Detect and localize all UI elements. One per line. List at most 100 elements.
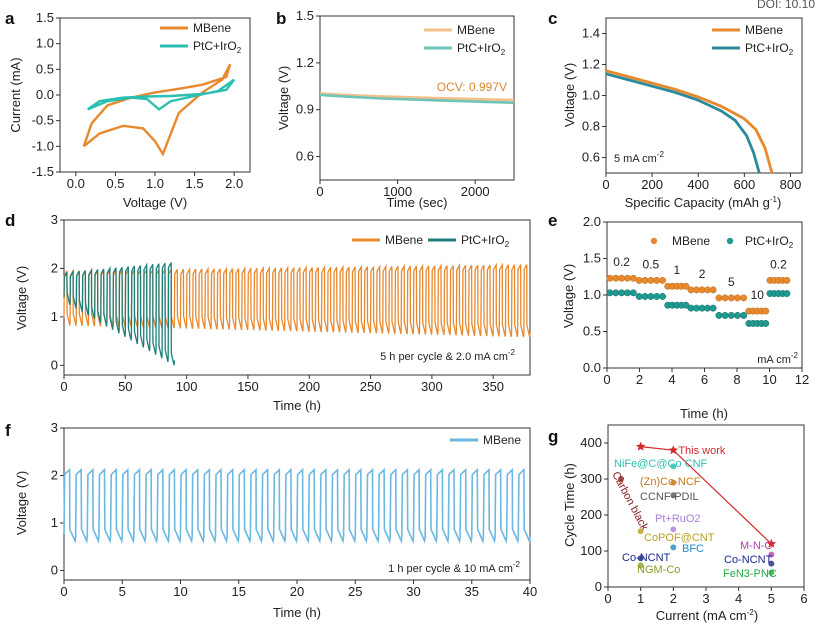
y-tick-label: 1.0 bbox=[36, 36, 54, 51]
y-tick-label: 3 bbox=[51, 420, 58, 435]
data-point-mbene bbox=[624, 274, 631, 282]
data-point-mbene bbox=[709, 286, 717, 294]
y-tick-label: 1.2 bbox=[582, 57, 600, 72]
literature-label: FeN3-PNC bbox=[723, 568, 777, 580]
x-axis-label: Voltage (V) bbox=[123, 195, 187, 210]
x-axis-label: Specific Capacity (mAh g-1) bbox=[625, 195, 782, 210]
y-tick-label: 3 bbox=[51, 212, 58, 227]
x-tick-label: 0.0 bbox=[67, 176, 85, 191]
literature-point bbox=[670, 526, 677, 533]
panel-letter: d bbox=[5, 211, 15, 230]
x-tick-label: 2000 bbox=[461, 184, 490, 199]
discharge-curve bbox=[605, 69, 774, 174]
panel-f: 0 5 10 15 20 25 30 35 40 0 1 2 3 MBene 1 h per cycle &… bbox=[14, 420, 537, 620]
x-tick-label: 35 bbox=[465, 584, 479, 599]
y-tick-label: 0.0 bbox=[583, 360, 601, 375]
literature-point bbox=[637, 562, 644, 569]
literature-label: (Zn)Co-NCF bbox=[640, 476, 701, 488]
legend-label: PtC+IrO2 bbox=[461, 233, 510, 249]
legend-label: PtC+IrO2 bbox=[457, 41, 506, 57]
x-tick-label: 30 bbox=[406, 584, 420, 599]
legend-label: MBene bbox=[457, 23, 495, 37]
rate-label: 0.2 bbox=[613, 255, 630, 269]
y-tick-label: 2 bbox=[51, 468, 58, 483]
data-point-mbene bbox=[606, 274, 614, 282]
x-tick-label: 50 bbox=[118, 379, 132, 394]
this-work-star bbox=[766, 538, 777, 548]
x-tick-label: 1.5 bbox=[186, 176, 204, 191]
literature-point bbox=[670, 463, 677, 470]
literature-point bbox=[670, 544, 677, 551]
x-tick-label: 10 bbox=[173, 584, 187, 599]
plot-frame bbox=[319, 15, 515, 181]
literature-point bbox=[768, 551, 775, 558]
legend-label: MBene bbox=[483, 433, 521, 447]
voltage-curve bbox=[319, 92, 515, 102]
x-tick-label: 6 bbox=[800, 591, 807, 606]
legend-label: MBene bbox=[193, 21, 231, 35]
rate-label: 1 bbox=[674, 263, 681, 277]
data-point-mbene bbox=[715, 294, 723, 302]
rate-label: 5 bbox=[728, 275, 735, 289]
y-tick-label: 1.5 bbox=[583, 251, 601, 266]
x-tick-label: 4 bbox=[735, 591, 742, 606]
panel-letter: b bbox=[276, 9, 286, 28]
data-point-ptc bbox=[629, 289, 637, 297]
x-tick-label: 2.0 bbox=[225, 176, 243, 191]
legend-label: MBene bbox=[745, 23, 783, 37]
y-tick-label: 1 bbox=[51, 515, 58, 530]
panel-letter: g bbox=[548, 427, 558, 446]
x-tick-label: 4 bbox=[668, 372, 675, 387]
rate-label: 10 bbox=[751, 288, 765, 302]
x-axis-label: Time (h) bbox=[680, 406, 728, 421]
literature-point bbox=[768, 569, 775, 576]
literature-point bbox=[618, 476, 625, 482]
panel-letter: c bbox=[548, 9, 557, 28]
rate-label: 0.5 bbox=[643, 257, 660, 271]
data-point-mbene bbox=[635, 276, 643, 284]
y-tick-label: 200 bbox=[580, 507, 602, 522]
legend-marker bbox=[650, 237, 658, 245]
subscript: 2 bbox=[237, 46, 242, 55]
data-point-mbene bbox=[740, 294, 748, 302]
legend-label: MBene bbox=[672, 234, 710, 248]
data-point-ptc bbox=[682, 301, 690, 309]
x-tick-label: 0 bbox=[602, 177, 609, 192]
y-axis-label: Voltage (V) bbox=[14, 266, 29, 330]
discharge-curve bbox=[605, 72, 761, 174]
x-tick-label: 250 bbox=[360, 379, 382, 394]
data-point-ptc bbox=[727, 311, 735, 319]
y-tick-label: 2.0 bbox=[583, 214, 601, 229]
data-point-mbene bbox=[659, 276, 667, 284]
data-point-ptc bbox=[612, 289, 620, 297]
y-axis-label: Voltage (V) bbox=[276, 66, 291, 130]
x-tick-label: 3 bbox=[702, 591, 709, 606]
x-tick-label: 1000 bbox=[383, 184, 412, 199]
y-tick-label: 0.9 bbox=[296, 102, 314, 117]
x-tick-label: 0 bbox=[316, 184, 323, 199]
literature-point bbox=[637, 555, 644, 562]
y-tick-label: 0.5 bbox=[583, 324, 601, 339]
superscript: -2 bbox=[508, 348, 516, 357]
data-point-ptc bbox=[653, 293, 661, 300]
literature-label: BFC bbox=[682, 543, 704, 555]
this-work-label: This work bbox=[678, 445, 726, 457]
data-point-mbene bbox=[727, 294, 735, 302]
y-tick-label: 100 bbox=[580, 543, 602, 558]
y-axis-label: Voltage (V) bbox=[561, 264, 576, 328]
data-point-ptc bbox=[783, 290, 791, 297]
rate-note: 5 mA cm-2 bbox=[614, 150, 664, 165]
literature-label: Pt+RuO2 bbox=[655, 513, 701, 525]
data-point-ptc bbox=[715, 311, 723, 319]
data-point-ptc bbox=[721, 311, 729, 319]
x-axis-label: Time (h) bbox=[273, 605, 321, 620]
ocv-annotation: OCV: 0.997V bbox=[437, 80, 507, 94]
x-tick-label: 2 bbox=[636, 372, 643, 387]
data-point-mbene bbox=[647, 276, 655, 284]
y-tick-label: 0.6 bbox=[582, 150, 600, 165]
x-tick-label: 0 bbox=[603, 372, 610, 387]
literature-label: NGM-Co bbox=[637, 564, 680, 576]
x-tick-label: 350 bbox=[482, 379, 504, 394]
literature-label: Co-NCNT bbox=[622, 552, 671, 564]
